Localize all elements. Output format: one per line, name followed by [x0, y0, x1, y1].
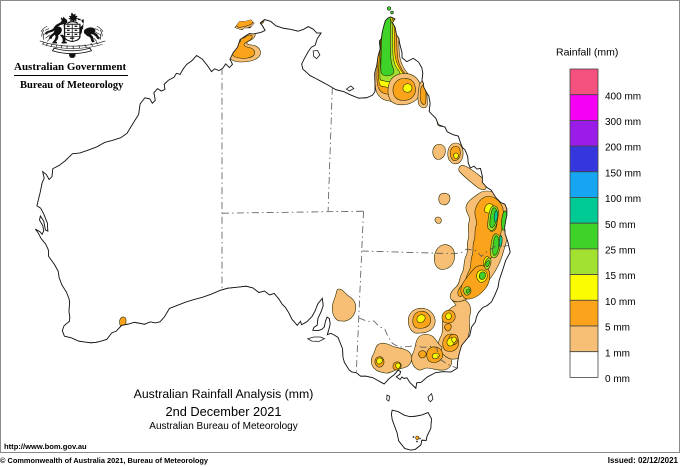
- svg-text:5 mm: 5 mm: [605, 323, 630, 334]
- svg-text:50 mm: 50 mm: [605, 220, 636, 231]
- svg-text:0 mm: 0 mm: [605, 374, 630, 385]
- svg-text:25 mm: 25 mm: [605, 246, 636, 257]
- svg-text:1 mm: 1 mm: [605, 348, 630, 359]
- svg-text:150 mm: 150 mm: [605, 168, 641, 179]
- svg-text:400 mm: 400 mm: [605, 91, 641, 102]
- svg-text:Rainfall (mm): Rainfall (mm): [556, 47, 618, 59]
- svg-text:300 mm: 300 mm: [605, 117, 641, 128]
- svg-text:100 mm: 100 mm: [605, 194, 641, 205]
- svg-text:200 mm: 200 mm: [605, 143, 641, 154]
- svg-text:10 mm: 10 mm: [605, 297, 636, 308]
- svg-text:15 mm: 15 mm: [605, 271, 636, 282]
